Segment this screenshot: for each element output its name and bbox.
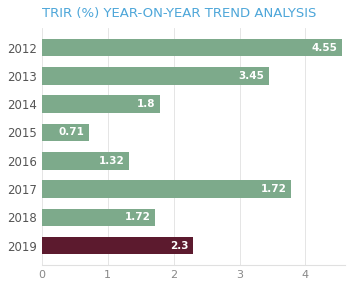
Text: 1.72: 1.72 — [260, 184, 287, 194]
Bar — [42, 152, 129, 170]
Text: TRIR (%) YEAR-ON-YEAR TREND ANALYSIS: TRIR (%) YEAR-ON-YEAR TREND ANALYSIS — [42, 7, 316, 20]
Bar — [42, 124, 88, 141]
Text: 1.8: 1.8 — [137, 99, 156, 109]
Bar — [42, 180, 291, 198]
Bar — [42, 209, 155, 226]
Text: 1.32: 1.32 — [98, 156, 124, 166]
Bar — [42, 95, 161, 113]
Text: 3.45: 3.45 — [239, 71, 265, 81]
Bar — [42, 237, 193, 254]
Text: 1.72: 1.72 — [125, 212, 151, 222]
Text: 2.3: 2.3 — [170, 241, 189, 251]
Text: 0.71: 0.71 — [58, 127, 84, 137]
Bar — [42, 39, 342, 56]
Text: 4.55: 4.55 — [311, 42, 337, 53]
Bar — [42, 67, 269, 85]
